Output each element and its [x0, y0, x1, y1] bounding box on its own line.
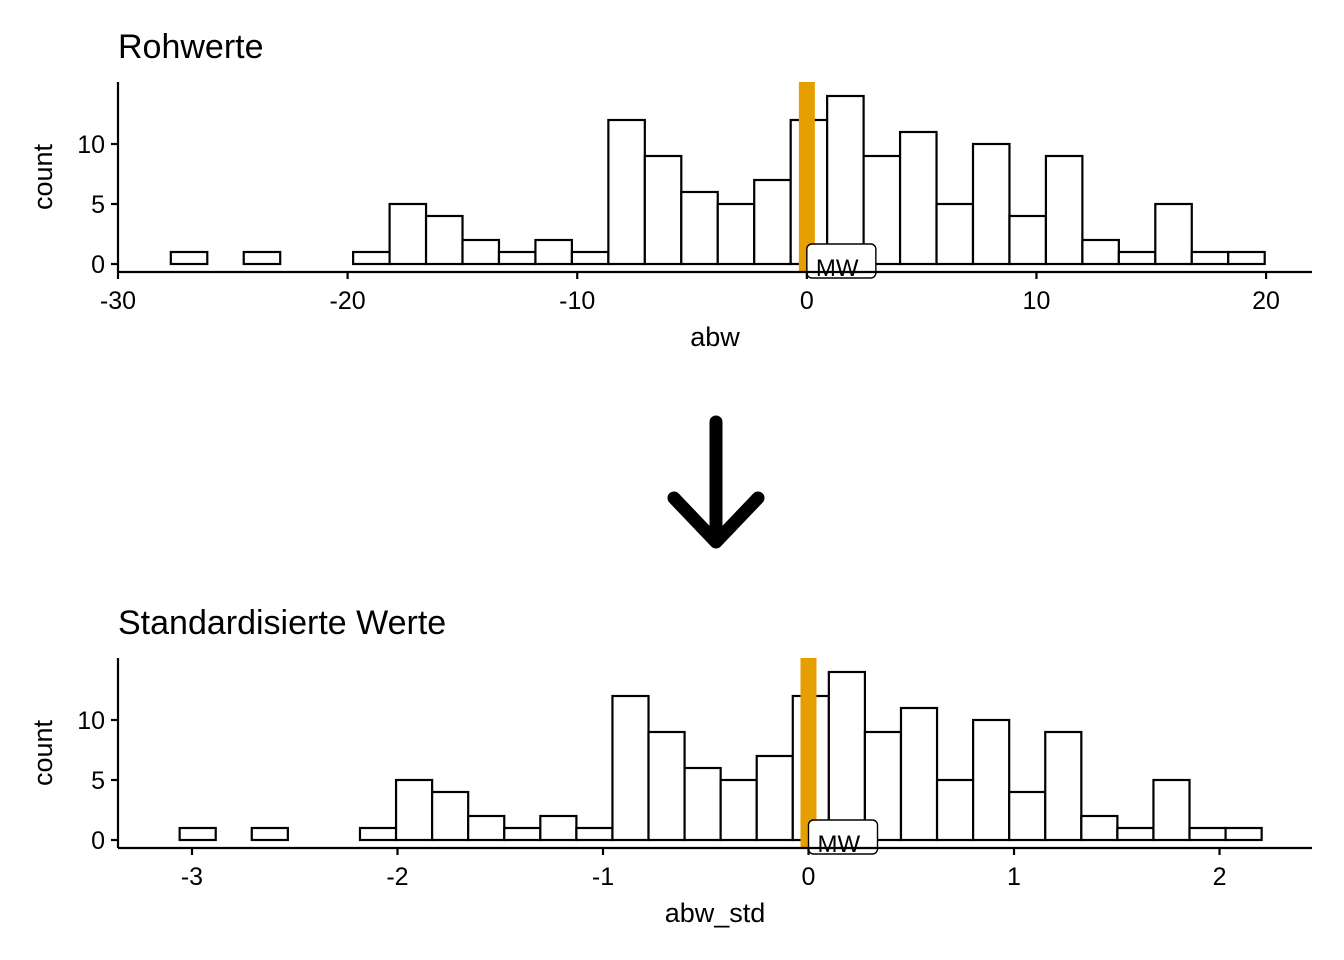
histogram-raw-panel: Rohwerte MW 0 5 10 -30 -20 -10 0 10 20 abw count [0, 0, 1344, 380]
y-axis-title: count [28, 143, 58, 210]
histogram-bar [250, 826, 289, 842]
histogram-bar [497, 250, 537, 266]
histogram-bar [388, 202, 428, 266]
x-axis-title: abw_std [665, 898, 766, 928]
x-tick-label: 0 [800, 287, 814, 315]
chart-title: Rohwerte [118, 28, 264, 66]
mean-label: MW [818, 831, 861, 858]
y-tick-label: 5 [91, 191, 105, 219]
histogram-bar [539, 814, 578, 842]
histogram-bar [935, 202, 975, 266]
histogram-bar [719, 778, 758, 842]
histogram-bar [898, 130, 938, 266]
histogram-bar [935, 778, 975, 842]
histogram-bar [461, 238, 501, 266]
histogram-bar [1188, 826, 1227, 842]
histogram-bar [827, 670, 867, 842]
y-axis-title: count [28, 719, 58, 786]
histogram-bar [1081, 238, 1120, 266]
histogram-bar [1152, 778, 1191, 842]
x-axis-title: abw [690, 322, 740, 352]
histogram-bar [716, 202, 756, 266]
histogram-bar [467, 814, 506, 842]
histogram-bar [607, 118, 646, 266]
histogram-bar [1044, 730, 1083, 842]
y-tick-label: 0 [91, 827, 105, 855]
histogram-bar [1080, 814, 1119, 842]
histogram-bar [643, 154, 683, 266]
mean-label: MW [816, 255, 859, 282]
x-tick-label: 2 [1213, 863, 1227, 891]
histogram-standardized-panel: Standardisierte Werte MW 0 5 10 -3 -2 -1 0 1 2 abw_… [0, 576, 1344, 960]
x-tick-label: 1 [1007, 863, 1021, 891]
histogram-bar [1154, 202, 1193, 266]
y-tick-label: 0 [91, 251, 105, 279]
histogram-bar [683, 766, 722, 842]
chart-title: Standardisierte Werte [118, 604, 446, 642]
x-tick-label: 0 [802, 863, 816, 891]
x-tick-label: -2 [386, 863, 408, 891]
histogram-bar [1224, 826, 1263, 842]
histogram-bar [178, 826, 217, 842]
histogram-bar [424, 214, 464, 266]
y-tick-label: 10 [77, 131, 105, 159]
histogram-bar [169, 250, 209, 266]
histogram-bar [358, 826, 398, 842]
mean-line [800, 658, 817, 847]
histogram-bar [755, 754, 794, 842]
histogram-bar [826, 94, 865, 266]
histogram-bar [1044, 154, 1084, 266]
x-tick-label: -1 [592, 863, 614, 891]
histogram-bar [431, 790, 470, 842]
x-tick-label: -10 [559, 287, 595, 315]
histogram-bar [972, 718, 1011, 842]
histogram-bar [570, 250, 610, 266]
x-tick-label: -3 [181, 863, 203, 891]
x-tick-label: 10 [1023, 287, 1051, 315]
histogram-bar [575, 826, 614, 842]
histogram-bar [1116, 826, 1155, 842]
histogram-bar [1008, 790, 1047, 842]
histogram-bar [753, 178, 792, 266]
histogram-bar [394, 778, 434, 842]
arrow-down-icon [667, 415, 765, 549]
histogram-bar [503, 826, 542, 842]
histogram-bar [1190, 250, 1230, 266]
y-tick-label: 5 [91, 767, 105, 795]
histogram-bar [611, 694, 650, 842]
mean-line [798, 82, 815, 271]
histogram-bar [352, 250, 391, 266]
y-tick-label: 10 [77, 707, 105, 735]
histogram-bar [1117, 250, 1157, 266]
histogram-bar [647, 730, 686, 842]
histogram-bar [1008, 214, 1048, 266]
x-tick-label: 20 [1252, 287, 1280, 315]
histogram-bar [899, 706, 939, 842]
mean-label-box [807, 819, 879, 855]
x-tick-label: -30 [100, 287, 136, 315]
histogram-bar [242, 250, 282, 266]
histogram-bar [680, 190, 719, 266]
histogram-bar [1227, 250, 1266, 266]
histogram-bar [971, 142, 1011, 266]
mean-label-box [806, 243, 877, 279]
x-tick-label: -20 [330, 287, 366, 315]
histogram-bar [534, 238, 574, 266]
